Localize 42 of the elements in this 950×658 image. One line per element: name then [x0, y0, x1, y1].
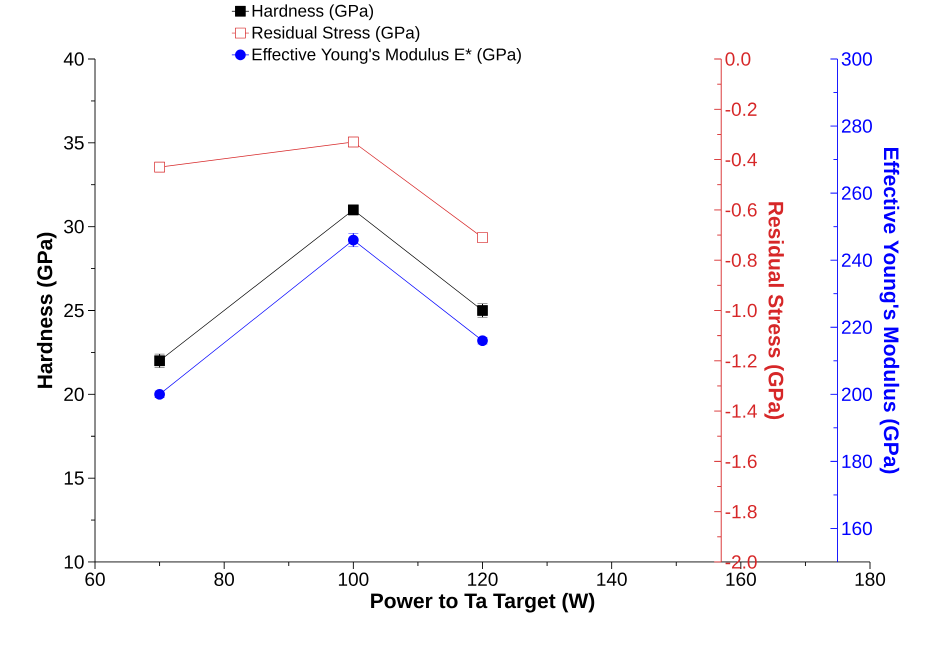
y3-tick-label: 220: [842, 320, 872, 334]
y2-tick-label: -0.8: [726, 253, 757, 267]
y-axis-title: Hardness (GPa): [36, 232, 56, 388]
x-axis-title: Power to Ta Target (W): [371, 592, 594, 613]
y3-tick-label: 240: [842, 253, 872, 267]
legend-label: Effective Young's Modulus E* (GPa): [252, 48, 521, 64]
y2-tick-label: -0.6: [726, 203, 757, 217]
y3-tick-label: 200: [842, 388, 872, 402]
x-tick-label: 160: [726, 572, 756, 586]
x-tick-label: 180: [856, 572, 886, 586]
y3-tick-label: 180: [842, 454, 872, 468]
y2-axis-title: Residual Stress (GPa): [764, 202, 784, 420]
y2-tick-label: -1.2: [726, 354, 757, 368]
y-tick-label: 10: [64, 555, 84, 569]
legend-label: Residual Stress (GPa): [252, 26, 420, 42]
point: [154, 162, 165, 172]
y2-tick-label: -0.4: [726, 152, 757, 166]
x-tick-label: 140: [597, 572, 627, 586]
y3-tick-label: 260: [842, 186, 872, 200]
y3-tick-label: 300: [842, 52, 872, 66]
y-tick-label: 30: [64, 220, 84, 234]
y-tick-label: 15: [64, 472, 84, 485]
y-tick-label: 35: [64, 136, 84, 150]
y2-tick-label: -1.8: [726, 504, 757, 518]
y-tick-label: 25: [64, 304, 84, 318]
y2-tick-label: -0.2: [726, 102, 757, 116]
y2-tick-label: -1.4: [726, 404, 757, 418]
x-tick-label: 120: [468, 572, 498, 586]
x-tick-label: 60: [85, 572, 105, 586]
legend-label: Hardness (GPa): [252, 4, 374, 20]
y3-axis-title: Effective Young's Modulus (GPa): [880, 148, 900, 474]
x-tick-label: 80: [214, 572, 234, 586]
y3-tick-label: 160: [842, 522, 872, 536]
point: [477, 232, 488, 243]
y2-tick-label: -1.0: [726, 304, 757, 318]
y-tick-label: 20: [64, 388, 84, 402]
y2-tick-label: 0.0: [725, 52, 750, 66]
x-tick-label: 100: [338, 572, 368, 586]
y2-tick-label: -1.6: [726, 454, 757, 468]
y-tick-label: 40: [64, 52, 84, 66]
point: [348, 136, 359, 148]
y3-tick-label: 280: [842, 119, 872, 133]
